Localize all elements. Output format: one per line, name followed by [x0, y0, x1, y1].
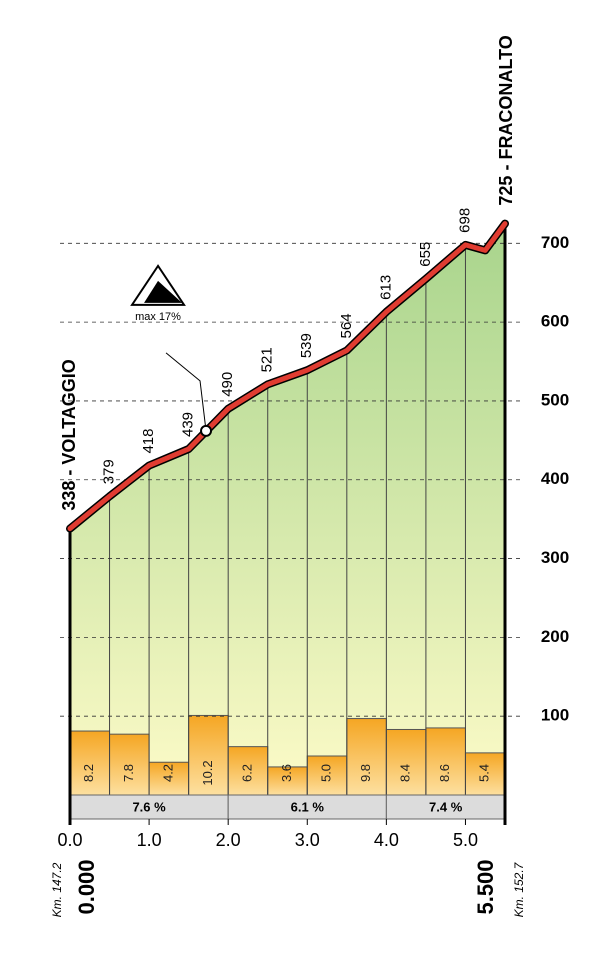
section-label: 7.4 %	[429, 799, 463, 814]
y-tick-label: 700	[541, 233, 569, 252]
x-tick-label: 4.0	[374, 830, 399, 850]
elevation-label: 439	[180, 412, 197, 437]
gradient-bar	[346, 718, 387, 796]
y-tick-label: 100	[541, 706, 569, 725]
max-point	[200, 424, 213, 437]
max-leader	[165, 352, 207, 431]
gradient-label: 7.8	[121, 764, 136, 782]
gradient-label: 9.8	[358, 764, 373, 782]
gradient-label: 5.0	[318, 764, 333, 782]
elevation-label: 655	[417, 242, 434, 267]
x-tick-label: 1.0	[137, 830, 162, 850]
gradient-label: 3.6	[279, 764, 294, 782]
gradient-label: 6.2	[239, 764, 254, 782]
gradient-label: 8.2	[81, 764, 96, 782]
profile-line	[67, 221, 508, 532]
x-tick-label: 0.0	[57, 830, 82, 850]
section-band	[385, 794, 506, 820]
start-distance: 0.000	[74, 859, 99, 914]
elevation-label: 490	[219, 372, 236, 397]
y-tick-label: 300	[541, 548, 569, 567]
profile-area	[70, 223, 505, 796]
elevation-label: 698	[456, 208, 473, 233]
gradient-label: 8.6	[437, 764, 452, 782]
elevation-label: 418	[140, 429, 157, 454]
elevation-label: 613	[377, 275, 394, 300]
elevation-label: 521	[259, 347, 276, 372]
gradient-bar	[109, 733, 150, 796]
elevation-label: 564	[338, 313, 355, 338]
gradient-label: 4.2	[160, 764, 175, 782]
max-label: max 17%	[135, 311, 181, 323]
y-tick-label: 500	[541, 390, 569, 409]
y-tick-label: 600	[541, 312, 569, 331]
section-label: 6.1 %	[291, 799, 325, 814]
x-tick-label: 3.0	[295, 830, 320, 850]
gradient-label: 8.4	[398, 764, 413, 782]
elevation-label: 338 - VOLTAGGIO	[59, 359, 79, 510]
gradient-bar	[188, 714, 229, 796]
gradient-label: 10.2	[200, 760, 215, 785]
end-km: Km. 152.7	[512, 861, 526, 917]
gradient-bar	[69, 730, 111, 796]
start-km: Km. 147.2	[50, 862, 64, 917]
gradient-bar	[425, 727, 466, 796]
y-tick-label: 200	[541, 627, 569, 646]
section-label: 7.6 %	[132, 799, 166, 814]
elevation-label: 539	[298, 333, 315, 358]
section-band	[227, 794, 387, 820]
gradient-bar	[385, 728, 427, 796]
gradient-bar	[148, 761, 190, 796]
x-tick-label: 5.0	[453, 830, 478, 850]
elevation-label: 725 - FRACONALTO	[496, 35, 516, 205]
y-tick-label: 400	[541, 469, 569, 488]
end-distance: 5.500	[473, 859, 498, 914]
x-tick-label: 2.0	[216, 830, 241, 850]
max-icon-fill	[144, 280, 183, 303]
gradient-label: 5.4	[477, 764, 492, 782]
elevation-label: 379	[101, 459, 118, 484]
